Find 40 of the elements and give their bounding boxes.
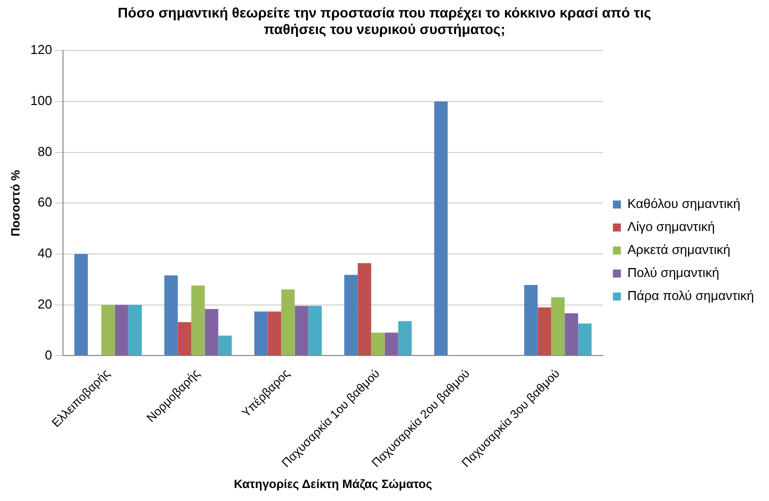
bar xyxy=(371,332,385,356)
bar xyxy=(384,332,398,356)
bar xyxy=(434,101,448,356)
y-tick-label: 120 xyxy=(30,42,52,58)
bar xyxy=(358,263,372,356)
y-tick-label: 0 xyxy=(44,347,52,362)
y-tick-label: 40 xyxy=(38,246,52,261)
bar xyxy=(344,274,358,356)
chart-title: Πόσο σημαντική θεωρείτε την προστασία που παρέχει το κόκκινο κρασί από τις παθήσεις του νευρικού συστήματος; xyxy=(118,4,652,38)
bar xyxy=(74,254,88,356)
bar xyxy=(164,275,178,356)
bar xyxy=(398,321,412,356)
legend-label: Καθόλου σημαντική xyxy=(627,196,740,212)
legend-label: Αρκετά σημαντική xyxy=(627,242,730,258)
bar xyxy=(128,304,142,356)
bar xyxy=(178,322,192,356)
bar xyxy=(254,311,268,356)
legend-label: Πάρα πολύ σημαντική xyxy=(627,288,754,304)
bar xyxy=(524,285,538,356)
bar xyxy=(308,306,322,356)
bar xyxy=(538,307,552,356)
y-tick-label: 60 xyxy=(38,194,52,210)
bar xyxy=(294,306,308,356)
y-tick-label: 20 xyxy=(38,296,52,312)
y-tick-label: 100 xyxy=(30,93,52,108)
bar xyxy=(204,308,218,356)
bar xyxy=(191,286,205,356)
legend-label: Λίγο σημαντική xyxy=(627,219,715,234)
bar xyxy=(218,336,232,356)
y-axis-title: Ποσοστό % xyxy=(8,170,23,236)
bar xyxy=(101,304,115,356)
bar xyxy=(281,289,295,356)
bar xyxy=(551,297,565,356)
bar xyxy=(564,313,578,356)
bar xyxy=(268,311,282,356)
y-tick-label: 80 xyxy=(38,144,52,159)
bar xyxy=(114,304,128,356)
x-axis-title: Κατηγορίες Δείκτη Μάζας Σώματος xyxy=(234,477,432,492)
bar xyxy=(578,323,592,356)
legend-label: Πολύ σημαντική xyxy=(627,265,720,280)
